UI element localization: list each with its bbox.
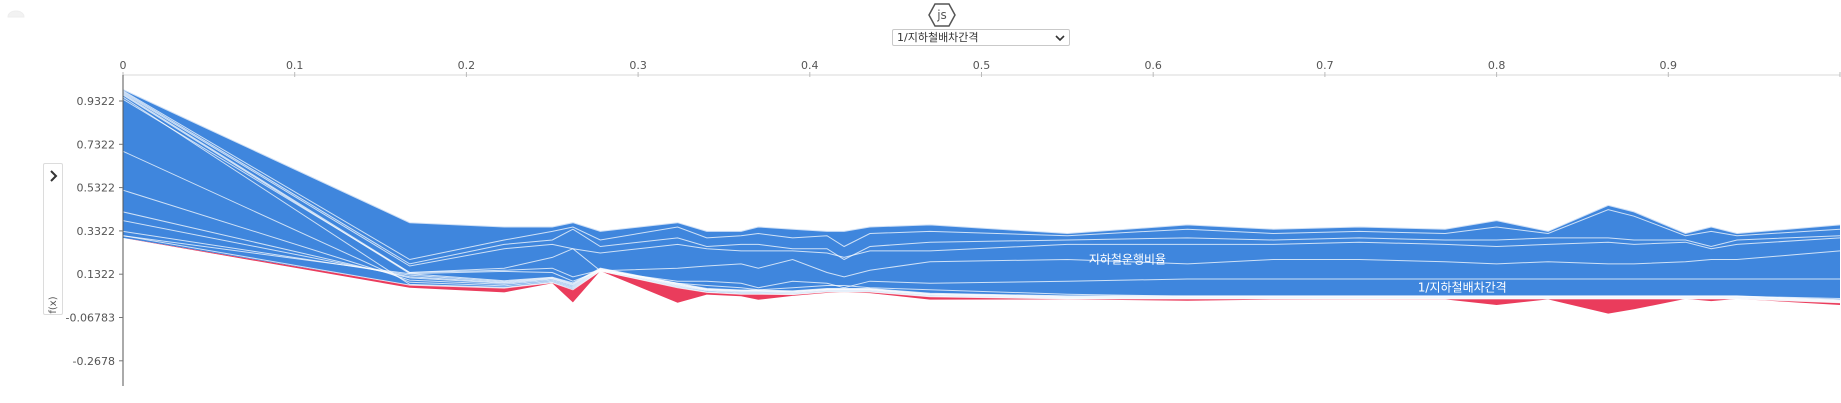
y-axis-label: f(x)	[48, 296, 59, 313]
x-tick-label: 0.6	[1144, 59, 1162, 72]
negative-effect-area	[123, 89, 1840, 303]
x-tick-label: 0.4	[801, 59, 819, 72]
js-logo-icon: js	[928, 3, 956, 27]
y-tick-label: 0.7322	[77, 138, 116, 151]
negative-feature-separator	[122, 92, 1841, 267]
x-tick-label: 0.8	[1488, 59, 1506, 72]
chevron-down-icon	[1051, 30, 1069, 45]
positive-effect-area	[123, 237, 1840, 314]
feature-stream-label: 1/지하철배차간격	[1418, 281, 1507, 295]
negative-feature-separator	[122, 91, 1841, 265]
x-tick-label: 0.7	[1316, 59, 1334, 72]
negative-feature-separator	[122, 90, 1841, 261]
sidebar-toggle-panel	[43, 163, 63, 315]
y-tick-label: -0.2678	[73, 355, 115, 368]
x-tick-label: 0.3	[629, 59, 647, 72]
x-tick-label: 0	[120, 59, 127, 72]
y-tick-label: -0.06783	[66, 312, 115, 325]
y-tick-label: 0.5322	[77, 182, 116, 195]
negative-feature-separator	[122, 93, 1841, 278]
feature-select[interactable]: 1/지하철배차간격	[892, 29, 1070, 46]
positive-feature-separator	[122, 235, 1841, 301]
x-tick-label: 0.9	[1660, 59, 1678, 72]
x-tick-label: 0.5	[973, 59, 991, 72]
x-tick-label: 0.2	[458, 59, 476, 72]
y-tick-label: 0.9322	[77, 95, 116, 108]
faint-logo-icon	[7, 10, 25, 18]
feature-select-value: 1/지하철배차간격	[897, 31, 979, 44]
js-logo-text: js	[936, 8, 947, 22]
y-tick-label: 0.3322	[77, 225, 116, 238]
chevron-right-icon[interactable]	[47, 169, 61, 183]
feature-stream-label: 지하철운행비율	[1089, 252, 1166, 267]
upper-bound-edge	[122, 89, 1841, 235]
x-tick-label: 0.1	[286, 59, 304, 72]
y-tick-label: 0.1322	[77, 268, 116, 281]
y-axis-label-text: f(x)	[48, 296, 59, 313]
